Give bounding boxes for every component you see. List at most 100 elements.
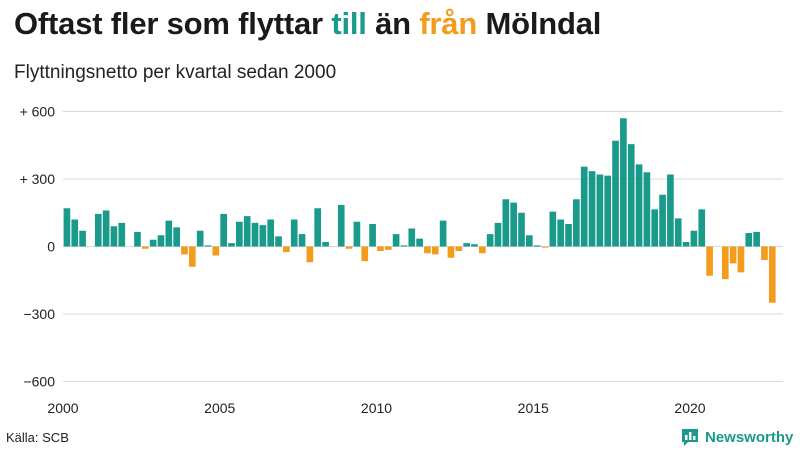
bar-positive bbox=[408, 228, 416, 247]
bar-positive bbox=[102, 210, 110, 247]
bar-positive bbox=[518, 212, 525, 247]
bars bbox=[63, 118, 776, 303]
bar-negative bbox=[377, 246, 384, 251]
bar-positive bbox=[204, 245, 212, 247]
bar-positive bbox=[110, 226, 118, 247]
bar-positive bbox=[369, 224, 376, 247]
bar-positive bbox=[745, 233, 753, 247]
bar-positive bbox=[510, 202, 517, 247]
bar-negative bbox=[361, 246, 369, 262]
bar-positive bbox=[643, 172, 651, 247]
chart-subtitle: Flyttningsnetto per kvartal sedan 2000 bbox=[14, 62, 337, 83]
bar-positive bbox=[267, 219, 275, 247]
title-part-3: än bbox=[366, 6, 420, 41]
bar-positive bbox=[220, 213, 227, 247]
bar-positive bbox=[392, 234, 400, 247]
bar-negative bbox=[384, 246, 392, 250]
bar-positive bbox=[322, 242, 329, 247]
bar-negative bbox=[721, 246, 729, 280]
bar-positive bbox=[79, 230, 86, 247]
x-tick-label: 2015 bbox=[518, 400, 549, 416]
bar-positive bbox=[471, 244, 478, 247]
bar-positive bbox=[659, 194, 666, 247]
x-tick-label: 2010 bbox=[361, 400, 392, 416]
bar-positive bbox=[416, 238, 423, 247]
bar-positive bbox=[236, 221, 243, 247]
y-tick-label: −300 bbox=[23, 306, 55, 322]
brand-name: Newsworthy bbox=[705, 428, 794, 446]
bar-positive bbox=[290, 219, 298, 247]
bar-positive bbox=[557, 219, 565, 247]
bar-positive bbox=[173, 227, 180, 247]
title-part-1: Oftast fler som flyttar bbox=[14, 6, 332, 41]
bar-positive bbox=[118, 222, 126, 247]
bar-positive bbox=[580, 166, 588, 247]
bar-positive bbox=[251, 222, 259, 247]
bar-positive bbox=[463, 243, 470, 247]
bar-positive bbox=[604, 175, 612, 247]
bar-positive bbox=[337, 204, 345, 247]
chart-title: Oftast fler som flyttar till än från Möl… bbox=[14, 6, 601, 42]
source-note: Källa: SCB bbox=[6, 430, 69, 445]
bar-positive bbox=[620, 118, 627, 247]
bar-positive bbox=[353, 221, 361, 247]
bar-negative bbox=[768, 246, 776, 303]
bar-positive bbox=[753, 231, 760, 247]
bar-negative bbox=[345, 246, 353, 249]
y-tick-label: −600 bbox=[23, 374, 55, 390]
bar-positive bbox=[596, 174, 604, 247]
bar-positive bbox=[228, 243, 235, 247]
bar-positive bbox=[196, 230, 204, 247]
bar-negative bbox=[212, 246, 220, 256]
bar-negative bbox=[188, 246, 196, 267]
bar-positive bbox=[400, 245, 408, 247]
bar-positive bbox=[486, 234, 494, 247]
bar-positive bbox=[682, 242, 690, 247]
bar-negative bbox=[455, 246, 463, 251]
bar-positive bbox=[627, 144, 635, 247]
bar-negative bbox=[431, 246, 439, 255]
bar-positive bbox=[667, 174, 674, 247]
bar-positive bbox=[243, 216, 251, 247]
x-axis-labels: 2000 2005 2010 2015 2020 bbox=[47, 400, 705, 416]
bar-negative bbox=[729, 246, 737, 264]
bar-negative bbox=[306, 246, 314, 263]
bar-positive bbox=[612, 140, 619, 247]
bar-positive bbox=[588, 171, 596, 247]
bar-positive bbox=[651, 209, 659, 247]
title-part-5: Mölndal bbox=[477, 6, 602, 41]
bar-positive bbox=[439, 220, 447, 247]
title-word-till: till bbox=[331, 6, 367, 41]
bar-positive bbox=[502, 199, 510, 247]
x-tick-label: 2020 bbox=[674, 400, 705, 416]
bar-negative bbox=[478, 246, 486, 254]
bar-positive bbox=[63, 208, 71, 247]
bar-positive bbox=[635, 164, 643, 247]
bar-positive bbox=[134, 231, 141, 247]
bar-positive bbox=[549, 211, 557, 247]
bar-negative bbox=[141, 246, 149, 249]
bar-negative bbox=[737, 246, 745, 273]
title-word-fran: från bbox=[419, 6, 478, 41]
bar-negative bbox=[761, 246, 768, 260]
bar-positive bbox=[573, 199, 580, 247]
bar-positive bbox=[494, 222, 502, 247]
bar-positive bbox=[565, 224, 572, 247]
bar-positive bbox=[690, 230, 698, 247]
bar-negative bbox=[424, 246, 431, 254]
bar-positive bbox=[71, 219, 79, 247]
bar-positive bbox=[165, 220, 173, 247]
x-tick-label: 2000 bbox=[47, 400, 78, 416]
bar-positive bbox=[314, 208, 322, 247]
bar-positive bbox=[94, 213, 102, 247]
brand-logo[interactable]: Newsworthy bbox=[680, 427, 793, 447]
bar-positive bbox=[275, 236, 282, 247]
bar-positive bbox=[157, 235, 165, 247]
bar-positive bbox=[674, 218, 682, 247]
bar-positive bbox=[298, 234, 306, 247]
bar-negative bbox=[706, 246, 713, 276]
x-tick-label: 2005 bbox=[204, 400, 235, 416]
y-tick-label: + 600 bbox=[20, 104, 56, 120]
bar-chart-icon bbox=[682, 429, 698, 446]
